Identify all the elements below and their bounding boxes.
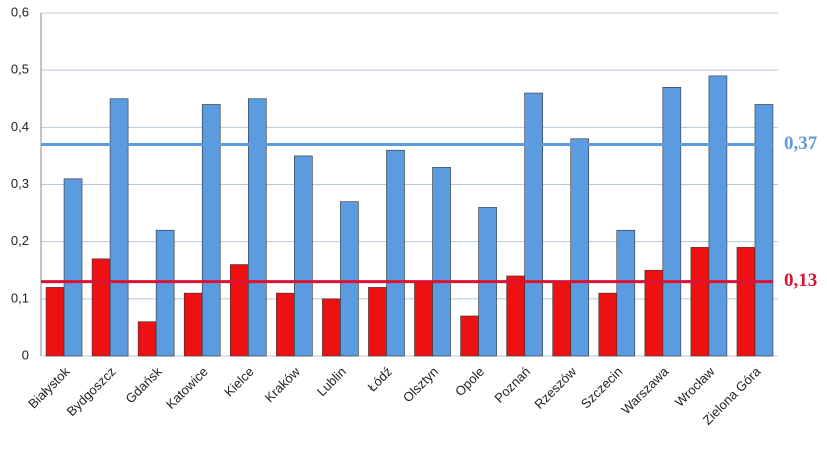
bar xyxy=(109,98,129,357)
reference-label: 0,37 xyxy=(784,133,818,154)
x-tick-label: Rzeszów xyxy=(531,364,579,412)
bar xyxy=(754,104,774,357)
bar xyxy=(276,292,295,357)
bar xyxy=(598,292,618,357)
x-tick-label: Łódź xyxy=(364,364,395,395)
bar xyxy=(662,87,682,357)
bar xyxy=(506,275,525,357)
x-tick-label: Lublin xyxy=(314,364,349,399)
y-tick-label: 0,3 xyxy=(11,176,29,191)
bar xyxy=(229,264,249,357)
x-tick-label: Wrocław xyxy=(672,364,718,410)
bar xyxy=(201,104,221,357)
bar xyxy=(414,281,433,357)
x-tick-label: Gdańsk xyxy=(122,364,165,407)
bar xyxy=(294,155,313,357)
bar xyxy=(63,178,83,357)
bar xyxy=(137,321,157,357)
bar xyxy=(524,92,543,357)
x-tick-label: Szczecin xyxy=(578,364,625,411)
bar xyxy=(460,315,479,357)
x-tick-label: Opole xyxy=(452,364,487,399)
bar xyxy=(690,247,710,357)
bar xyxy=(708,75,728,357)
bar xyxy=(155,229,175,357)
bar xyxy=(552,281,572,357)
y-tick-label: 0 xyxy=(22,347,29,362)
x-tick-label: Poznań xyxy=(491,364,533,406)
bar xyxy=(322,298,341,357)
x-tick-label: Olsztyn xyxy=(400,364,441,405)
bar xyxy=(570,138,590,357)
bar xyxy=(91,258,111,357)
bar xyxy=(386,149,405,357)
bar xyxy=(183,292,203,357)
bar xyxy=(432,167,451,357)
x-tick-label: Katowice xyxy=(163,364,211,412)
y-tick-label: 0,5 xyxy=(11,62,29,77)
bar xyxy=(616,229,636,357)
bar xyxy=(736,247,756,357)
x-tick-label: Warszawa xyxy=(618,363,672,417)
x-tick-label: Bydgoszcz xyxy=(64,364,119,419)
bar xyxy=(340,201,359,357)
y-tick-label: 0,2 xyxy=(11,233,29,248)
x-tick-label: Kielce xyxy=(221,364,257,400)
bar xyxy=(247,98,267,357)
bar xyxy=(368,287,387,357)
y-tick-label: 0,4 xyxy=(11,119,29,134)
x-tick-label: Białystok xyxy=(25,364,73,412)
x-tick-label: Kraków xyxy=(262,364,304,406)
bar xyxy=(45,287,65,357)
y-tick-label: 0,1 xyxy=(11,290,29,305)
reference-label: 0,13 xyxy=(784,270,817,291)
y-tick-label: 0,6 xyxy=(11,4,29,19)
